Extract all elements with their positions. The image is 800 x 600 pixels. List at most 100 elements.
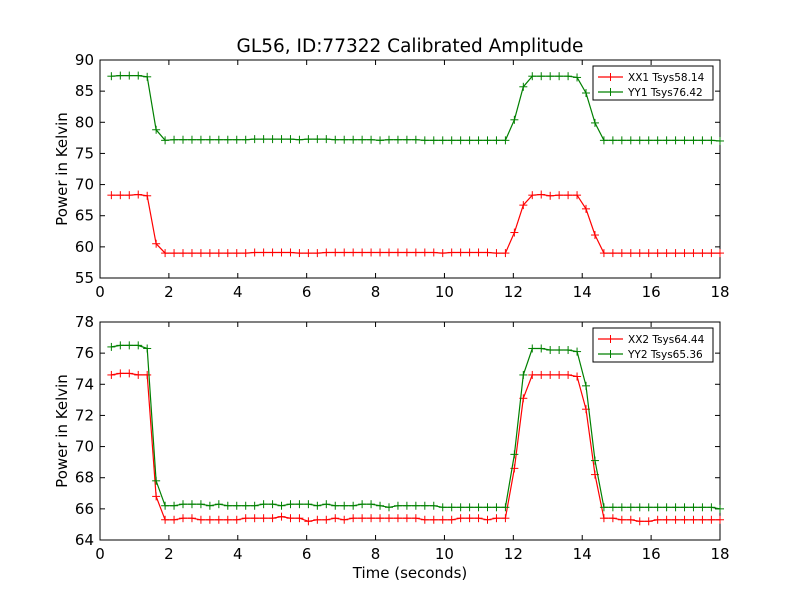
data-point <box>474 503 483 512</box>
data-point <box>698 136 707 145</box>
y-tick-label: 75 <box>75 144 94 162</box>
data-point <box>384 503 393 512</box>
legend-box <box>592 65 714 101</box>
data-point <box>465 503 474 512</box>
data-point <box>438 136 447 145</box>
data-point <box>277 135 286 144</box>
data-point <box>653 503 662 512</box>
data-point <box>644 136 653 145</box>
y-tick-label: 74 <box>75 375 94 393</box>
x-tick-label: 2 <box>164 545 174 563</box>
data-point <box>340 135 349 144</box>
data-point <box>537 190 546 199</box>
data-point <box>680 515 689 524</box>
data-point <box>599 136 608 145</box>
data-point <box>564 72 573 81</box>
data-point <box>161 249 170 258</box>
chart-title: GL56, ID:77322 Calibrated Amplitude <box>237 36 584 57</box>
data-point <box>501 503 510 512</box>
data-point <box>644 503 653 512</box>
data-point <box>465 136 474 145</box>
data-point <box>241 514 250 523</box>
data-point <box>564 370 573 379</box>
data-point <box>528 191 537 200</box>
data-point <box>250 248 259 257</box>
data-point <box>295 135 304 144</box>
y-tick-label: 76 <box>75 344 94 362</box>
data-point <box>259 500 268 509</box>
x-tick-label: 18 <box>710 283 729 301</box>
plot-frame <box>99 321 721 541</box>
data-point <box>635 249 644 258</box>
data-point <box>116 369 125 378</box>
data-point <box>608 503 617 512</box>
data-point <box>689 515 698 524</box>
data-point <box>367 514 376 523</box>
x-tick-label: 12 <box>504 283 523 301</box>
data-point <box>214 515 223 524</box>
data-point <box>555 346 564 355</box>
y-tick-label: 65 <box>75 207 94 225</box>
data-point <box>653 515 662 524</box>
data-point <box>196 249 205 258</box>
data-point <box>573 347 582 356</box>
data-point <box>528 344 537 353</box>
x-tick-label: 16 <box>642 545 661 563</box>
data-point <box>268 248 277 257</box>
data-point <box>295 500 304 509</box>
data-point <box>671 515 680 524</box>
data-point <box>635 136 644 145</box>
data-point <box>707 136 716 145</box>
x-tick-label: 14 <box>573 283 592 301</box>
data-point <box>376 501 385 510</box>
data-point <box>447 515 456 524</box>
x-tick-label: 0 <box>95 283 105 301</box>
x-tick-label: 6 <box>302 545 312 563</box>
data-point <box>187 500 196 509</box>
y-tick-label: 70 <box>75 438 94 456</box>
data-point <box>528 370 537 379</box>
data-point <box>402 514 411 523</box>
data-point <box>179 514 188 523</box>
data-point <box>474 136 483 145</box>
data-point <box>653 249 662 258</box>
data-point <box>429 501 438 510</box>
data-point <box>116 191 125 200</box>
data-point <box>313 515 322 524</box>
data-point <box>716 136 724 145</box>
data-point <box>617 249 626 258</box>
data-point <box>680 136 689 145</box>
x-tick-label: 8 <box>371 283 381 301</box>
data-point <box>456 136 465 145</box>
data-point <box>170 515 179 524</box>
data-point <box>331 501 340 510</box>
data-point <box>322 515 331 524</box>
data-point <box>286 135 295 144</box>
data-point <box>232 501 241 510</box>
data-point <box>411 501 420 510</box>
x-tick-label: 4 <box>233 545 243 563</box>
data-point <box>707 503 716 512</box>
y-tick-label: 72 <box>75 406 94 424</box>
data-point <box>196 500 205 509</box>
data-point <box>393 501 402 510</box>
data-point <box>537 72 546 81</box>
series-xx <box>107 190 724 258</box>
series-line <box>111 372 720 522</box>
y-tick-label: 60 <box>75 238 94 256</box>
data-point <box>716 249 724 258</box>
data-point <box>232 249 241 258</box>
data-point <box>161 501 170 510</box>
data-point <box>626 515 635 524</box>
y-tick-label: 70 <box>75 176 94 194</box>
data-point <box>187 135 196 144</box>
data-point <box>179 249 188 258</box>
data-point <box>187 249 196 258</box>
data-point <box>143 370 152 379</box>
data-point <box>626 503 635 512</box>
data-point <box>223 135 232 144</box>
data-point <box>456 248 465 257</box>
data-point <box>608 249 617 258</box>
data-point <box>223 501 232 510</box>
data-point <box>689 136 698 145</box>
